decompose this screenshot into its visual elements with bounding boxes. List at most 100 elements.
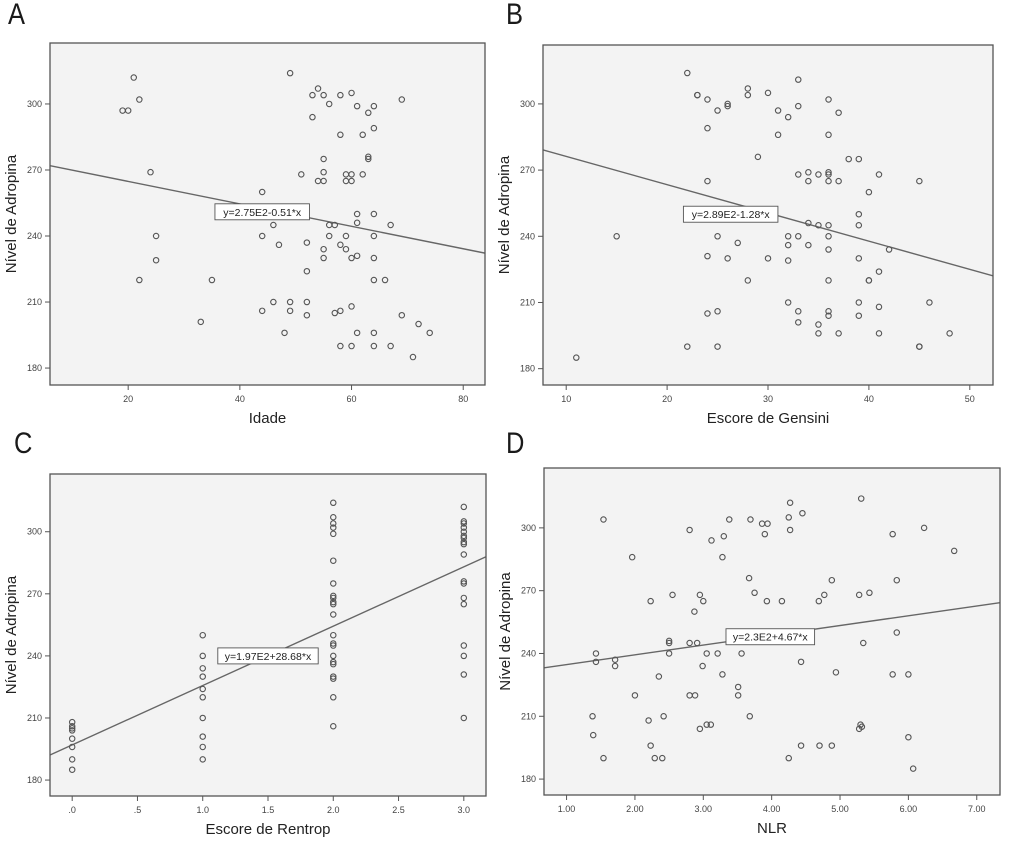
x-tick-label: .0 <box>68 805 76 815</box>
panel-b: B y=2.89E2-1.28*x 10 20 30 40 50 180 210 240 270 3… <box>496 0 994 427</box>
data-point <box>353 210 361 218</box>
data-point <box>774 131 782 139</box>
data-point <box>303 298 311 306</box>
data-point <box>889 671 896 678</box>
data-point <box>124 107 132 114</box>
data-point <box>348 254 355 262</box>
data-point <box>784 233 792 240</box>
y-tick-label: 270 <box>521 586 536 596</box>
data-point <box>691 692 699 699</box>
data-point <box>659 754 666 762</box>
data-point <box>855 222 863 229</box>
data-point <box>778 597 786 605</box>
x-tick-label: 30 <box>763 394 773 404</box>
data-point <box>460 518 468 525</box>
data-point <box>370 329 378 337</box>
data-point <box>686 526 693 534</box>
data-point <box>694 91 701 99</box>
data-point <box>855 155 863 163</box>
y-axis-title: Nível de Adropina <box>3 154 20 273</box>
data-point <box>309 91 316 99</box>
data-point <box>460 532 468 540</box>
regression-equation-box <box>217 647 319 665</box>
data-point <box>660 713 667 720</box>
data-point <box>573 354 580 361</box>
data-point <box>744 91 752 99</box>
data-point <box>825 246 832 253</box>
data-point <box>68 735 76 742</box>
data-point <box>330 520 337 527</box>
data-point <box>865 277 873 284</box>
data-point <box>745 574 753 582</box>
data-point <box>387 221 394 229</box>
data-point <box>199 665 206 672</box>
data-point <box>950 547 958 555</box>
data-point <box>460 578 468 585</box>
data-point <box>665 650 673 657</box>
data-point <box>298 171 305 178</box>
data-point <box>330 514 337 521</box>
data-point <box>325 100 333 108</box>
y-axis-title: Nível de Adropina <box>497 572 514 691</box>
data-point <box>309 113 316 121</box>
scatter-chart-a: y=2.75E2-0.51*x 20 40 60 80 180 210 240 270 300 Id… <box>3 42 486 427</box>
x-tick-label: 2.00 <box>626 804 644 814</box>
data-point <box>330 631 337 639</box>
data-point <box>330 600 337 608</box>
data-point <box>370 210 378 218</box>
data-point <box>734 692 742 699</box>
data-point <box>786 526 794 534</box>
data-point <box>611 656 619 664</box>
regression-equation-box <box>214 203 310 221</box>
data-point <box>744 85 752 92</box>
data-point <box>460 520 468 527</box>
panel-label: C <box>14 427 33 460</box>
data-point <box>734 683 742 691</box>
data-point <box>665 639 673 647</box>
data-point <box>258 188 266 196</box>
data-point <box>370 102 378 110</box>
data-point <box>460 551 468 558</box>
data-point <box>700 597 707 605</box>
data-point <box>795 308 802 315</box>
x-tick-label: 5.00 <box>831 804 849 814</box>
data-point <box>795 233 802 240</box>
data-point <box>460 534 468 542</box>
x-tick-label: 40 <box>235 394 245 404</box>
data-point <box>816 742 823 749</box>
data-points <box>573 69 953 361</box>
data-point <box>764 520 771 527</box>
x-tick-label: 60 <box>347 394 357 404</box>
data-point <box>669 591 676 599</box>
data-point <box>426 329 433 337</box>
data-point <box>68 766 76 773</box>
data-point <box>286 69 294 77</box>
x-tick-label: 50 <box>965 394 975 404</box>
data-point <box>270 298 277 306</box>
data-point <box>398 96 406 103</box>
data-point <box>286 298 294 306</box>
x-tick-label: 20 <box>123 394 133 404</box>
panel-label: D <box>506 427 525 460</box>
scatter-chart-b: y=2.89E2-1.28*x 10 20 30 40 50 180 210 240 270 300… <box>496 44 994 427</box>
x-tick-label: .5 <box>134 805 142 815</box>
data-point <box>348 89 355 97</box>
data-point <box>865 188 873 196</box>
data-point <box>704 96 711 103</box>
data-point <box>703 721 710 728</box>
regression-equation-text: y=2.89E2-1.28*x <box>692 209 771 221</box>
data-point <box>342 232 350 240</box>
data-point <box>270 221 277 229</box>
data-point <box>795 76 802 83</box>
y-tick-label: 270 <box>27 165 42 175</box>
x-tick-label: 10 <box>561 394 571 404</box>
data-point <box>370 124 378 132</box>
y-tick-label: 270 <box>27 589 42 599</box>
data-point <box>611 662 619 670</box>
data-point <box>708 537 715 544</box>
regression-equation-text: y=1.97E2+28.68*x <box>225 651 312 663</box>
data-point <box>199 652 206 660</box>
data-point <box>365 153 372 161</box>
data-point <box>359 131 366 139</box>
